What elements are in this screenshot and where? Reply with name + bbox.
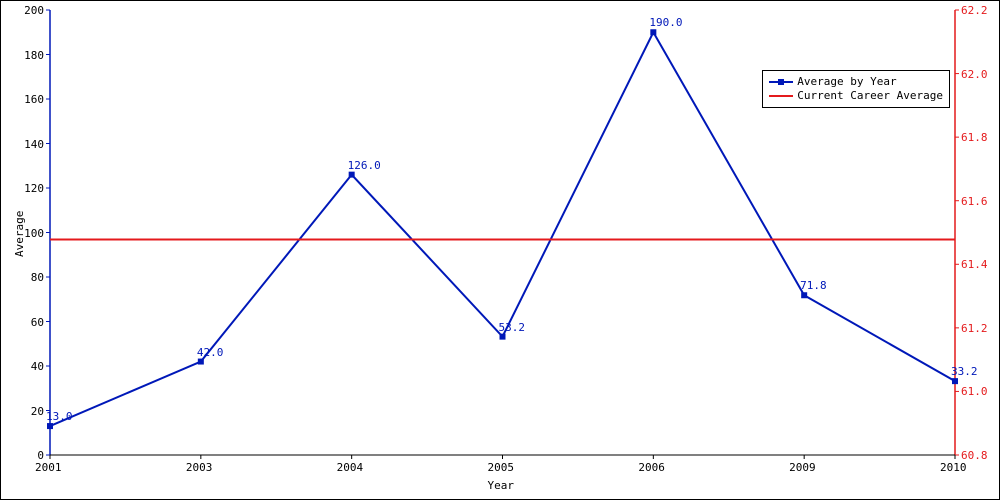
- y-left-tick-label: 20: [31, 405, 44, 418]
- y-right-tick-label: 61.4: [961, 258, 988, 271]
- y-left-tick-label: 180: [24, 49, 44, 62]
- y-left-tick-label: 140: [24, 138, 44, 151]
- legend-swatch: [769, 81, 793, 83]
- x-tick-label: 2005: [488, 461, 515, 474]
- x-tick-label: 2004: [337, 461, 364, 474]
- x-tick-label: 2010: [940, 461, 967, 474]
- y-left-tick-label: 120: [24, 182, 44, 195]
- x-tick-label: 2009: [789, 461, 816, 474]
- dual-axis-line-chart: Average by YearCurrent Career Average Av…: [0, 0, 1000, 500]
- legend-label: Current Career Average: [797, 89, 943, 103]
- y-right-tick-label: 61.8: [961, 131, 988, 144]
- point-label: 190.0: [649, 16, 682, 29]
- x-tick-label: 2006: [638, 461, 665, 474]
- y-right-tick-label: 62.2: [961, 4, 988, 17]
- y-left-tick-label: 40: [31, 360, 44, 373]
- point-label: 13.0: [46, 410, 73, 423]
- point-label: 33.2: [951, 365, 978, 378]
- x-axis-label: Year: [488, 479, 515, 492]
- y-right-tick-label: 61.2: [961, 322, 988, 335]
- y-right-tick-label: 61.6: [961, 195, 988, 208]
- y-left-tick-label: 100: [24, 227, 44, 240]
- point-label: 71.8: [800, 279, 827, 292]
- x-tick-label: 2003: [186, 461, 213, 474]
- y-left-tick-label: 80: [31, 271, 44, 284]
- y-right-tick-label: 62.0: [961, 68, 988, 81]
- point-label: 53.2: [499, 321, 526, 334]
- point-label: 42.0: [197, 346, 224, 359]
- legend-item: Current Career Average: [769, 89, 943, 103]
- legend-marker-icon: [778, 79, 784, 85]
- y-right-tick-label: 61.0: [961, 385, 988, 398]
- y-left-tick-label: 200: [24, 4, 44, 17]
- y-left-tick-label: 160: [24, 93, 44, 106]
- x-tick-label: 2001: [35, 461, 62, 474]
- legend: Average by YearCurrent Career Average: [762, 70, 950, 108]
- y-left-tick-label: 60: [31, 316, 44, 329]
- point-label: 126.0: [348, 159, 381, 172]
- legend-label: Average by Year: [797, 75, 896, 89]
- legend-swatch: [769, 95, 793, 97]
- legend-item: Average by Year: [769, 75, 943, 89]
